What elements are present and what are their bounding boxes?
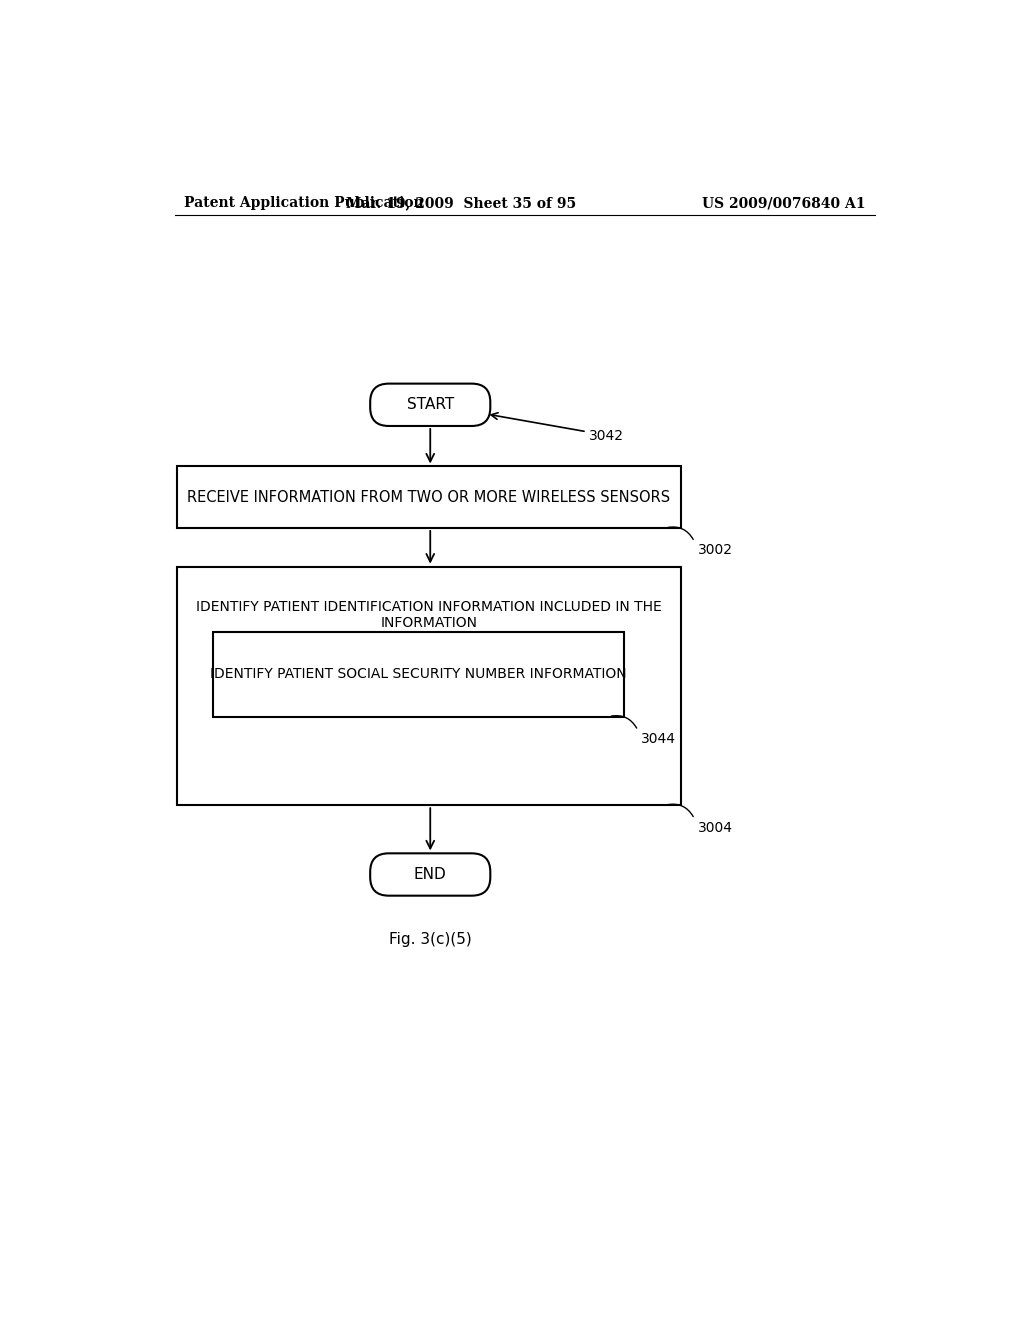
Text: 3042: 3042 (589, 429, 624, 442)
Text: IDENTIFY PATIENT SOCIAL SECURITY NUMBER INFORMATION: IDENTIFY PATIENT SOCIAL SECURITY NUMBER … (210, 668, 627, 681)
Bar (177, 466, 681, 528)
Text: Mar. 19, 2009  Sheet 35 of 95: Mar. 19, 2009 Sheet 35 of 95 (346, 197, 577, 210)
Text: 3004: 3004 (697, 821, 732, 834)
Text: END: END (414, 867, 446, 882)
FancyBboxPatch shape (371, 384, 490, 426)
Text: 3044: 3044 (641, 733, 676, 746)
Text: Fig. 3(c)(5): Fig. 3(c)(5) (389, 932, 472, 948)
Text: US 2009/0076840 A1: US 2009/0076840 A1 (702, 197, 866, 210)
Bar (213, 632, 624, 717)
Bar (177, 566, 681, 805)
Text: INFORMATION: INFORMATION (380, 616, 477, 631)
Text: Patent Application Publication: Patent Application Publication (183, 197, 424, 210)
FancyBboxPatch shape (371, 853, 490, 896)
Text: START: START (407, 397, 454, 412)
Text: IDENTIFY PATIENT IDENTIFICATION INFORMATION INCLUDED IN THE: IDENTIFY PATIENT IDENTIFICATION INFORMAT… (196, 599, 662, 614)
Text: RECEIVE INFORMATION FROM TWO OR MORE WIRELESS SENSORS: RECEIVE INFORMATION FROM TWO OR MORE WIR… (187, 490, 671, 504)
Text: 3002: 3002 (697, 544, 732, 557)
